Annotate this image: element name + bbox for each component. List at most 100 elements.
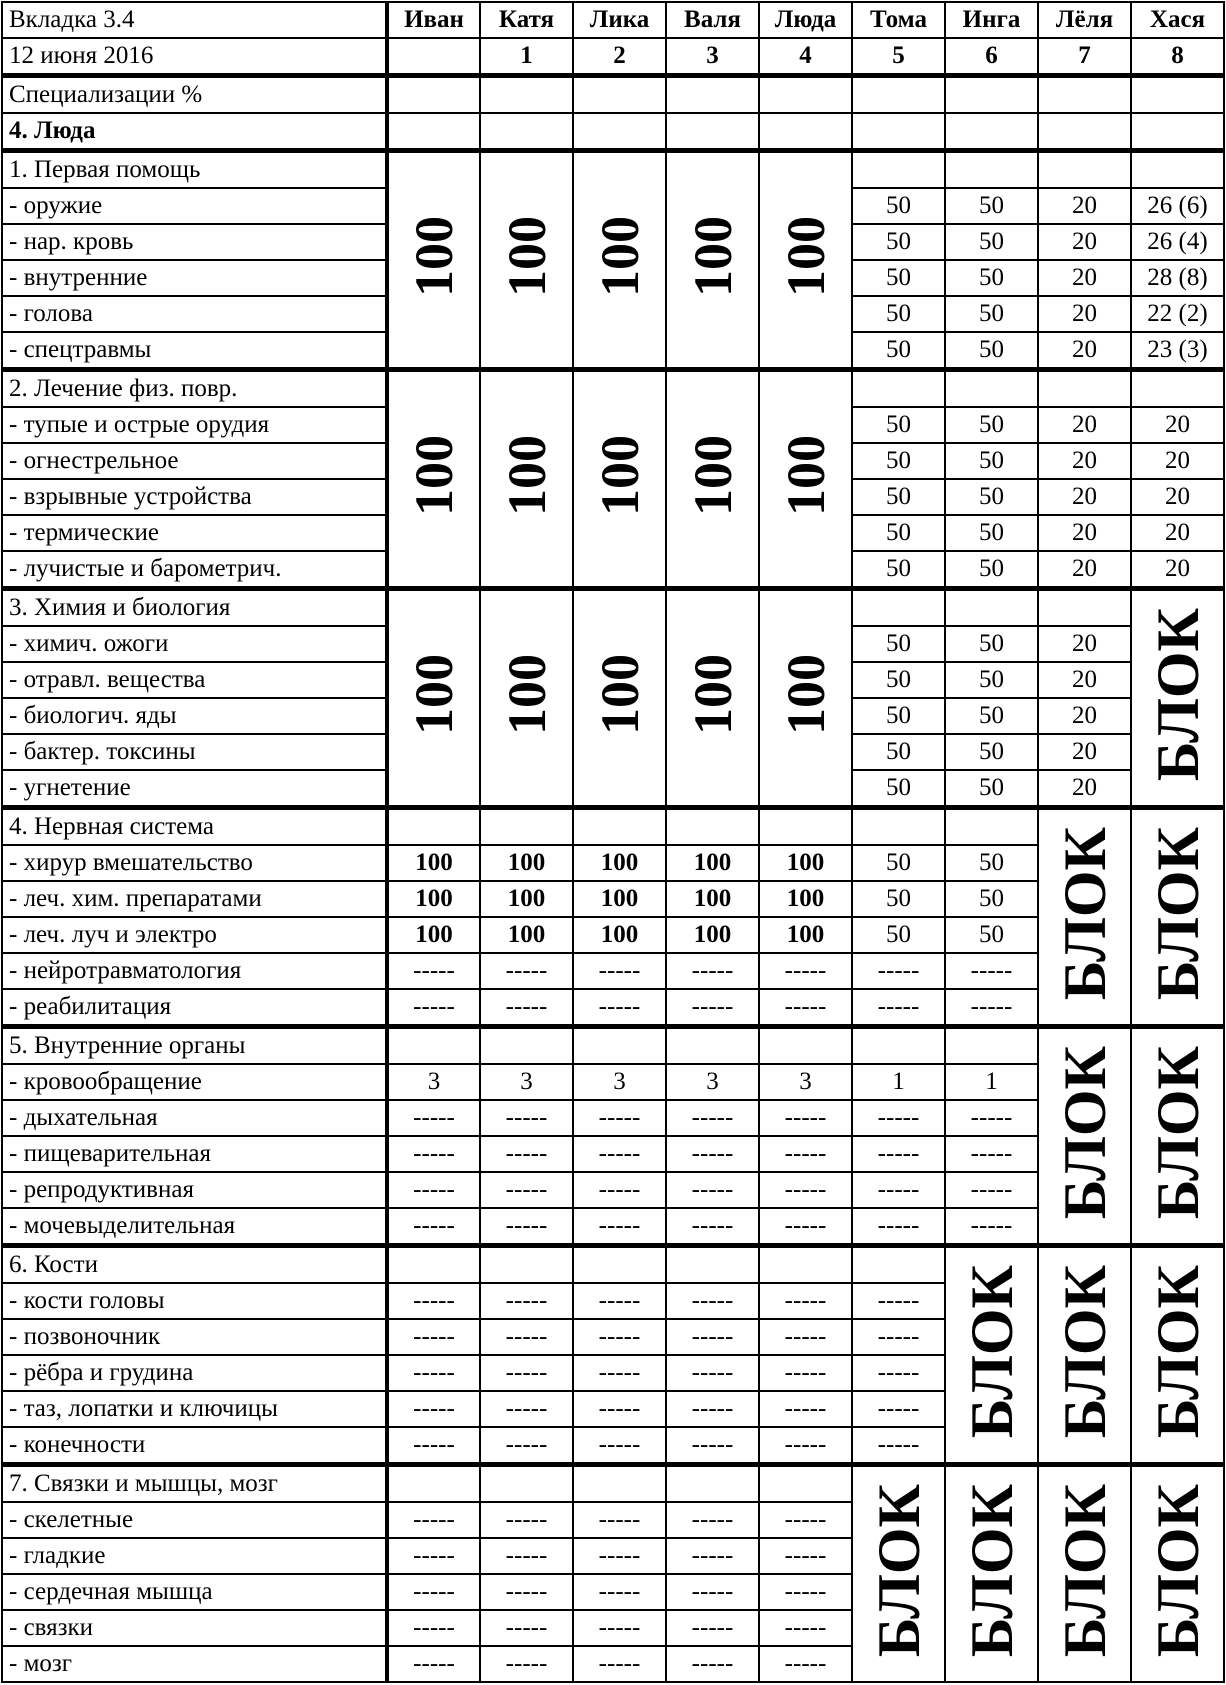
table-row: - гладкие ----- ----- ----- ----- ----- bbox=[1, 1537, 1224, 1575]
section-title: 4. Нервная система bbox=[1, 805, 389, 846]
value-cell: ----- bbox=[479, 1426, 574, 1466]
value-cell: 50 bbox=[944, 733, 1039, 771]
value-cell: ----- bbox=[851, 1390, 946, 1428]
value-cell: ----- bbox=[758, 1609, 853, 1647]
empty-cell bbox=[479, 73, 574, 114]
section-header-row: 3. Химия и биология 100 100 100 100 100 БЛОК bbox=[1, 586, 1225, 809]
value-cell: 50 bbox=[944, 406, 1039, 444]
value-cell: ----- bbox=[572, 1609, 667, 1647]
table-row: - взрывные устройства 50 50 20 20 bbox=[1, 478, 1225, 516]
value-cell: ----- bbox=[572, 1645, 667, 1683]
value-cell: ----- bbox=[572, 1573, 667, 1611]
blocked-cell: БЛОК bbox=[1130, 1462, 1225, 1683]
empty-cell bbox=[944, 805, 1039, 846]
block-label: БЛОК bbox=[1144, 1264, 1211, 1439]
row-label: - леч. хим. препаратами bbox=[1, 880, 389, 918]
table-row: - нейротравматология ----- ----- ----- -----… bbox=[1, 952, 1224, 990]
section-header-row: 4. Нервная система БЛОК БЛОК bbox=[1, 805, 1225, 1028]
value-cell: 20 bbox=[1037, 661, 1132, 699]
table-row: - кровообращение 3 3 3 3 3 1 1 bbox=[1, 1063, 1224, 1101]
empty-cell bbox=[944, 112, 1039, 152]
row-label: - термические bbox=[1, 514, 389, 552]
value-cell: ----- bbox=[665, 988, 760, 1028]
table-row: - лучистые и барометрич. 50 50 20 20 bbox=[1, 550, 1225, 590]
value-cell: 50 bbox=[944, 187, 1039, 225]
value-cell: ----- bbox=[479, 988, 574, 1028]
value-cell: ----- bbox=[665, 1645, 760, 1683]
col-name: Инга bbox=[944, 1, 1039, 39]
merged-value-cell: 100 bbox=[479, 367, 574, 590]
subtitle-row: Специализации % bbox=[1, 73, 1225, 114]
value-cell: ----- bbox=[386, 1390, 481, 1428]
value-cell: ----- bbox=[386, 1099, 481, 1137]
row-label: - отравл. вещества bbox=[1, 661, 389, 699]
value-cell: ----- bbox=[944, 1207, 1039, 1247]
value-cell: ----- bbox=[851, 1318, 946, 1356]
value-cell: ----- bbox=[572, 1135, 667, 1173]
value-cell: ----- bbox=[479, 1390, 574, 1428]
empty-cell bbox=[944, 1024, 1039, 1065]
value-cell: ----- bbox=[758, 1135, 853, 1173]
value-cell: ----- bbox=[479, 1537, 574, 1575]
blocked-cell: БЛОК bbox=[1130, 586, 1225, 809]
table-row: - скелетные ----- ----- ----- ----- ----- bbox=[1, 1501, 1224, 1539]
value-cell: ----- bbox=[851, 1207, 946, 1247]
table-row: - дыхательная ----- ----- ----- ----- ----- --… bbox=[1, 1099, 1224, 1137]
col-number: 6 bbox=[944, 37, 1039, 77]
table-row: - бактер. токсины 50 50 20 bbox=[1, 733, 1224, 771]
value-cell: ----- bbox=[665, 1573, 760, 1611]
col-number: 2 bbox=[572, 37, 667, 77]
empty-cell bbox=[665, 1243, 760, 1284]
value-cell: 50 bbox=[851, 844, 946, 882]
value-cell: 50 bbox=[944, 769, 1039, 809]
merged-value: 100 bbox=[496, 435, 557, 516]
empty-cell bbox=[386, 1462, 481, 1503]
value-cell: ----- bbox=[479, 1354, 574, 1392]
value-cell: 3 bbox=[572, 1063, 667, 1101]
value-cell: ----- bbox=[758, 1537, 853, 1575]
value-cell: ----- bbox=[851, 1099, 946, 1137]
merged-value: 100 bbox=[775, 216, 836, 297]
value-cell: ----- bbox=[758, 1318, 853, 1356]
blocked-cell: БЛОК bbox=[1130, 805, 1225, 1028]
value-cell: ----- bbox=[665, 1609, 760, 1647]
value-cell: 3 bbox=[758, 1063, 853, 1101]
row-label: - голова bbox=[1, 295, 389, 333]
value-cell: 3 bbox=[665, 1063, 760, 1101]
value-cell: ----- bbox=[665, 1390, 760, 1428]
table-row: - отравл. вещества 50 50 20 bbox=[1, 661, 1224, 699]
section-title: 3. Химия и биология bbox=[1, 586, 389, 627]
row-label: - хирур вмешательство bbox=[1, 844, 389, 882]
row-label: - лучистые и барометрич. bbox=[1, 550, 389, 590]
value-cell: ----- bbox=[572, 1207, 667, 1247]
merged-value-cell: 100 bbox=[572, 148, 667, 371]
row-label: - бактер. токсины bbox=[1, 733, 389, 771]
row-label: - нар. кровь bbox=[1, 223, 389, 261]
value-cell: 20 bbox=[1037, 478, 1132, 516]
value-cell: ----- bbox=[665, 1537, 760, 1575]
value-cell: 20 bbox=[1037, 406, 1132, 444]
col-name: Хася bbox=[1130, 1, 1225, 39]
table-row: - биологич. яды 50 50 20 bbox=[1, 697, 1224, 735]
value-cell: ----- bbox=[665, 1354, 760, 1392]
value-cell: 50 bbox=[851, 442, 946, 480]
value-cell: 20 bbox=[1037, 331, 1132, 371]
value-cell: ----- bbox=[851, 1354, 946, 1392]
merged-value: 100 bbox=[682, 654, 743, 735]
value-cell: 50 bbox=[944, 661, 1039, 699]
section-title: 7. Связки и мышцы, мозг bbox=[1, 1462, 389, 1503]
merged-value-cell: 100 bbox=[758, 367, 853, 590]
empty-cell bbox=[1130, 112, 1225, 152]
block-label: БЛОК bbox=[1144, 1045, 1211, 1220]
empty-cell bbox=[851, 367, 946, 408]
table-row: - репродуктивная ----- ----- ----- ----- ----… bbox=[1, 1171, 1224, 1209]
merged-value-cell: 100 bbox=[758, 586, 853, 809]
value-cell: ----- bbox=[944, 1099, 1039, 1137]
block-label: БЛОК bbox=[1144, 826, 1211, 1001]
empty-cell bbox=[851, 73, 946, 114]
blocked-cell: БЛОК bbox=[1130, 1024, 1225, 1247]
merged-value: 100 bbox=[404, 216, 464, 297]
empty-cell bbox=[665, 805, 760, 846]
col-number: 4 bbox=[758, 37, 853, 77]
row-label: - сердечная мышца bbox=[1, 1573, 389, 1611]
